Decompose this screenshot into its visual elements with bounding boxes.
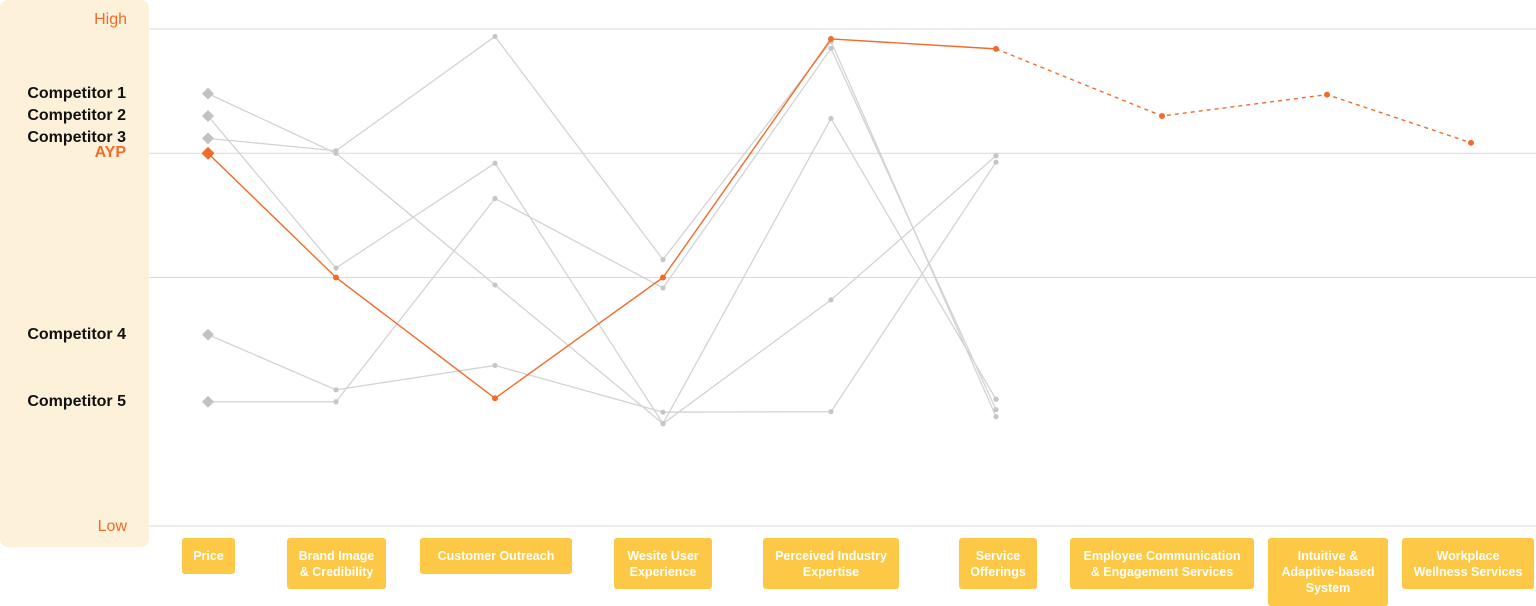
ayp-point bbox=[993, 45, 999, 52]
category-tag: Price bbox=[182, 538, 235, 574]
competitor-point bbox=[993, 153, 999, 159]
competitor-series-line bbox=[207, 93, 997, 425]
competitor-label: Competitor 2 bbox=[27, 106, 126, 124]
competitor-point bbox=[660, 409, 666, 415]
competitor-point bbox=[660, 285, 666, 291]
scale-panel: High Low Competitor 1 Competitor 2 Competi… bbox=[0, 0, 149, 547]
competitor-point bbox=[993, 407, 999, 413]
competitor-series-line bbox=[207, 115, 997, 425]
category-tag: Perceived Industry Expertise bbox=[763, 538, 899, 589]
competitor-point bbox=[333, 387, 339, 393]
competitor-point bbox=[993, 414, 999, 420]
competitor-point bbox=[492, 362, 498, 369]
ayp-diamond-marker bbox=[201, 146, 215, 160]
competitor-label: Competitor 4 bbox=[27, 325, 126, 343]
competitor-diamond-marker bbox=[202, 87, 214, 100]
competitor-point bbox=[993, 396, 999, 402]
competitor-label: Competitor 5 bbox=[27, 392, 126, 410]
scale-low-label: Low bbox=[97, 518, 127, 535]
category-tag: Workplace Wellness Services bbox=[1402, 538, 1534, 589]
competitor-label: Competitor 3 bbox=[27, 129, 126, 147]
category-tag: Service Offerings bbox=[959, 538, 1037, 589]
ayp-series bbox=[201, 35, 1474, 402]
competitor-point bbox=[993, 159, 999, 165]
gridlines bbox=[149, 28, 1536, 527]
competitor-point bbox=[492, 160, 498, 166]
competitor-point bbox=[333, 399, 339, 405]
competitor-point bbox=[828, 297, 834, 303]
category-tag: Brand Image & Credibility bbox=[287, 538, 386, 589]
category-tag: Intuitive & Adaptive-based System bbox=[1268, 538, 1388, 606]
competitor-diamond-marker bbox=[202, 132, 214, 145]
competitor-point bbox=[660, 421, 666, 427]
category-tag: Wesite User Experience bbox=[614, 538, 712, 589]
competitor-series-line bbox=[208, 47, 997, 410]
ayp-point bbox=[828, 35, 834, 42]
competitor-point bbox=[828, 45, 834, 51]
competitor-point bbox=[492, 33, 498, 40]
competitor-series-line bbox=[207, 161, 997, 413]
ayp-series-dashed-line bbox=[995, 48, 1472, 144]
ayp-point bbox=[492, 395, 498, 402]
competitor-series bbox=[202, 33, 999, 427]
ayp-point bbox=[660, 274, 666, 281]
competitor-series-line bbox=[207, 35, 997, 417]
category-tag: Employee Communication & Engagement Serv… bbox=[1070, 538, 1254, 589]
competitor-diamond-marker bbox=[202, 328, 214, 341]
ayp-point bbox=[1159, 112, 1165, 119]
competitor-point bbox=[660, 257, 666, 263]
ayp-point bbox=[333, 274, 339, 281]
ayp-point bbox=[1468, 139, 1474, 146]
competitor-diamond-marker bbox=[202, 395, 214, 408]
category-tag: Customer Outreach bbox=[420, 538, 572, 574]
competitor-point bbox=[492, 282, 498, 288]
competitor-label: Competitor 1 bbox=[27, 84, 126, 102]
competitor-point bbox=[492, 195, 498, 202]
competitor-point bbox=[828, 409, 834, 415]
competitor-point bbox=[333, 148, 339, 154]
scale-high-label: High bbox=[94, 11, 127, 28]
ayp-point bbox=[1324, 91, 1330, 98]
competitor-point bbox=[828, 115, 834, 122]
competitor-point bbox=[333, 265, 339, 271]
competitor-label: AYP bbox=[94, 144, 126, 162]
ayp-series-line bbox=[207, 38, 997, 400]
competitor-diamond-marker bbox=[202, 109, 214, 122]
